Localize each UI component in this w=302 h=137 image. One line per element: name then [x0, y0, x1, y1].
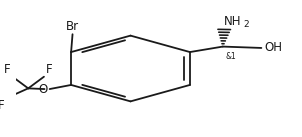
Text: 2: 2 — [244, 20, 249, 29]
Text: F: F — [0, 99, 5, 112]
Text: NH: NH — [224, 15, 242, 28]
Text: F: F — [4, 63, 10, 76]
Text: &1: &1 — [225, 52, 236, 61]
Text: O: O — [38, 83, 47, 95]
Text: F: F — [46, 63, 53, 76]
Text: OH: OH — [265, 42, 283, 54]
Text: Br: Br — [66, 20, 79, 33]
